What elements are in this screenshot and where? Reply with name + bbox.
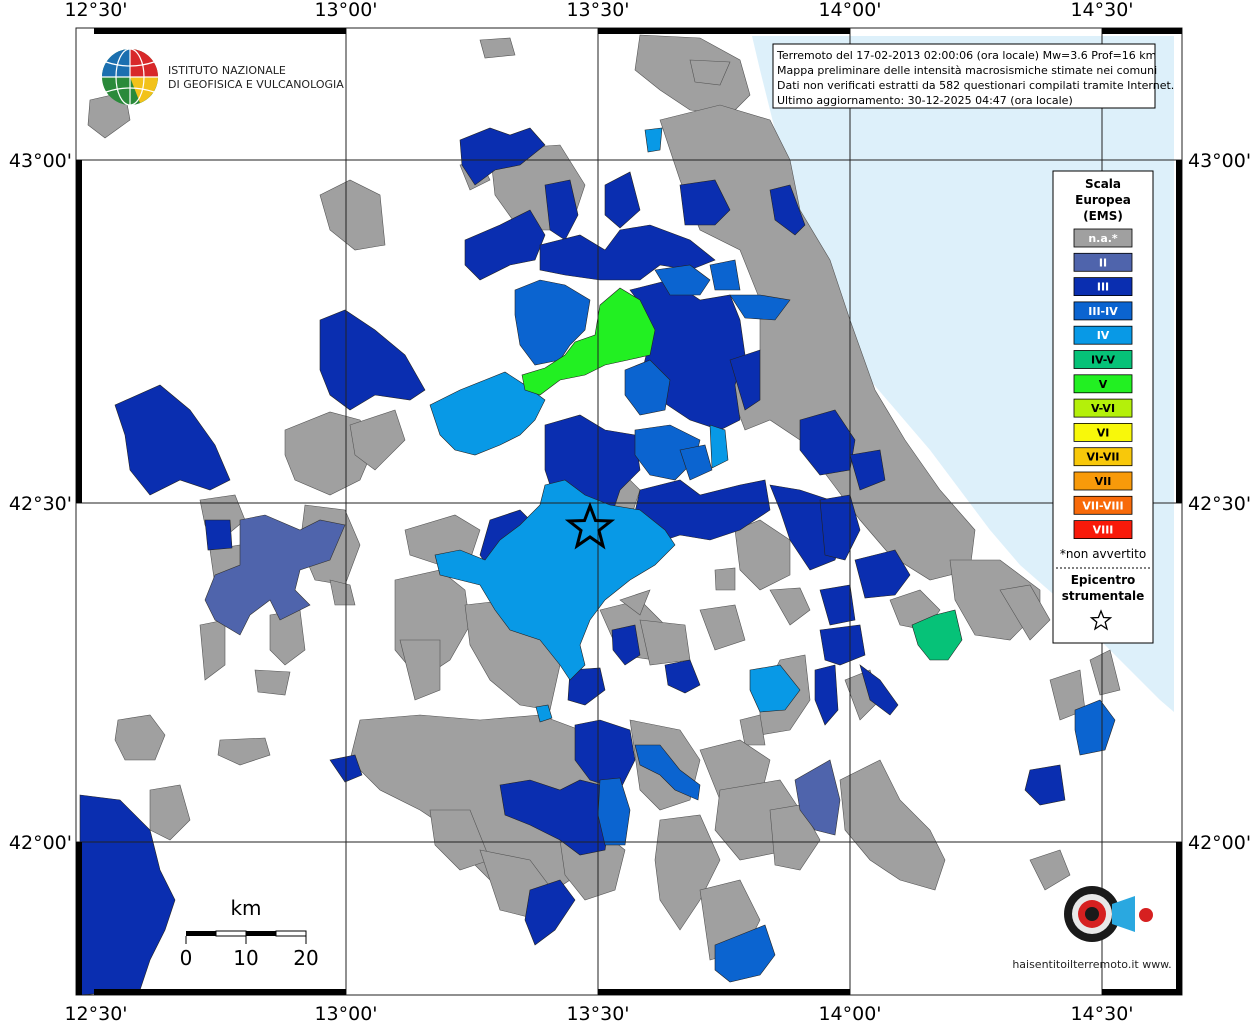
legend-swatch-viii	[1073, 520, 1133, 539]
lon-label-bottom-1: 12°30'	[64, 1003, 127, 1024]
legend-label-vi: VI	[1097, 426, 1110, 439]
lon-label-bottom-5: 14°30'	[1070, 1003, 1133, 1024]
legend-note: *non avvertito	[1060, 547, 1146, 561]
lon-label-top-1: 12°30'	[64, 0, 127, 21]
globe-icon	[102, 48, 158, 106]
lat-label-left-3: 42°00'	[9, 832, 72, 854]
legend-swatch-iv	[1073, 325, 1133, 345]
institute-name-line-1: ISTITUTO NAZIONALE	[168, 64, 286, 77]
legend-swatch-iii-iv	[1073, 301, 1133, 321]
legend-swatch-ii	[1073, 252, 1133, 272]
scale-unit: km	[230, 896, 261, 920]
legend-label-v: V	[1099, 378, 1108, 391]
lon-label-top-3: 13°30'	[566, 0, 629, 21]
legend-swatch-iv-v	[1073, 350, 1133, 369]
info-line-2: Mappa preliminare delle intensità macros…	[777, 64, 1157, 77]
coordinate-grid	[75, 27, 1183, 996]
lon-label-bottom-2: 13°00'	[314, 1003, 377, 1024]
lon-label-bottom-4: 14°00'	[818, 1003, 881, 1024]
scale-bar: km 0 10 20	[180, 896, 319, 970]
scale-tick-10: 10	[233, 946, 258, 970]
legend-label-n-a: n.a.*	[1088, 232, 1118, 245]
municipalities-intensity-ii	[204, 514, 841, 836]
map-frame	[76, 28, 1182, 995]
lat-label-left-1: 43°00'	[9, 150, 72, 172]
legend-swatch-vii-viii	[1073, 495, 1133, 515]
lat-label-right-1: 43°00'	[1188, 150, 1251, 172]
legend-star-icon	[1089, 609, 1113, 631]
lat-label-left-2: 42°30'	[9, 493, 72, 515]
municipalities-intensity-iii-iv	[514, 259, 1116, 983]
haisentito-logo: haisentitoilterremoto.it www.	[1012, 886, 1172, 971]
municipalities-intensity-v	[521, 287, 656, 396]
legend-label-ii: II	[1099, 256, 1107, 269]
legend-label-vii-viii: VII-VIII	[1082, 499, 1123, 512]
legend-label-iv: IV	[1097, 329, 1110, 342]
epicenter-star-icon	[564, 501, 616, 550]
lat-label-right-3: 42°00'	[1188, 832, 1251, 854]
municipalities-intensity-iv-v	[911, 609, 963, 661]
municipalities-intensity-iv	[429, 127, 801, 723]
legend-label-iii-iv: III-IV	[1088, 305, 1118, 318]
lat-label-right-2: 42°30'	[1188, 493, 1251, 515]
scale-tick-20: 20	[293, 946, 318, 970]
institute-name-line-2: DI GEOFISICA E VULCANOLOGIA	[168, 78, 344, 91]
legend-label-viii: VIII	[1093, 524, 1114, 537]
legend-title-3: (EMS)	[1083, 209, 1123, 223]
legend-label-v-vi: V-VI	[1091, 402, 1115, 415]
info-line-1: Terremoto del 17-02-2013 02:00:06 (ora l…	[776, 49, 1156, 62]
legend-swatch-vi	[1073, 422, 1133, 442]
municipalities-not-felt	[87, 34, 1121, 961]
legend-swatch-vii	[1073, 471, 1133, 491]
legend-label-vii: VII	[1095, 475, 1112, 488]
legend-title-2: Europea	[1075, 193, 1131, 207]
legend-swatch-v-vi	[1073, 398, 1133, 418]
legend-epicenter-line-1: Epicentro	[1071, 573, 1136, 587]
info-line-4: Ultimo aggiornamento: 30-12-2025 04:47 (…	[777, 94, 1073, 107]
info-line-3: Dati non verificati estratti da 582 ques…	[777, 79, 1174, 92]
lon-label-top-2: 13°00'	[314, 0, 377, 21]
legend-epicenter-line-2: strumentale	[1062, 589, 1145, 603]
legend-label-iv-v: IV-V	[1091, 354, 1116, 367]
legend-label-vi-vii: VI-VII	[1086, 451, 1119, 464]
legend-title-1: Scala	[1085, 177, 1121, 191]
legend-swatch-iii	[1073, 277, 1133, 297]
lon-label-top-4: 14°00'	[818, 0, 881, 21]
legend: Scala Europea (EMS) n.a.*IIIIIIII-IVIVIV…	[1052, 170, 1154, 644]
lon-label-top-5: 14°30'	[1070, 0, 1133, 21]
site-logo-text: haisentitoilterremoto.it www.	[1012, 958, 1171, 971]
lon-label-bottom-3: 13°30'	[566, 1003, 629, 1024]
legend-swatch-v	[1073, 374, 1133, 394]
legend-swatch-n-a	[1073, 228, 1133, 248]
event-info-box: Terremoto del 17-02-2013 02:00:06 (ora l…	[772, 43, 1174, 109]
ingv-logo: ISTITUTO NAZIONALE DI GEOFISICA E VULCAN…	[102, 48, 344, 106]
scale-tick-0: 0	[180, 946, 193, 970]
legend-swatch-vi-vii	[1073, 447, 1133, 467]
legend-label-iii: III	[1097, 281, 1109, 294]
